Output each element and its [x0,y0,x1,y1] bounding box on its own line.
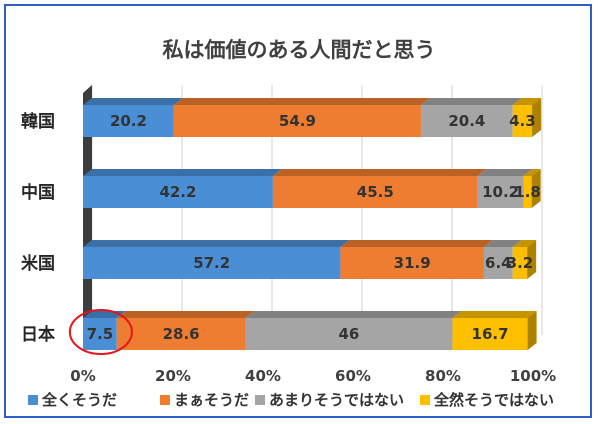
bar-segment [512,247,528,279]
category-label: 韓国 [21,111,55,132]
data-label: 42.2 [159,183,196,201]
data-label: 57.2 [193,254,230,272]
data-label: 45.5 [357,183,394,201]
x-tick-label: 100% [510,367,556,385]
bar-segment [83,318,117,350]
legend-swatch [28,395,38,405]
x-tick-label: 40% [245,367,281,385]
bar-side-face [532,98,542,137]
category-label: 日本 [21,324,55,345]
bar-segment [512,105,533,137]
bar-segment [83,176,273,208]
x-tick-label: 0% [70,367,95,385]
category-label: 中国 [21,182,55,203]
chart-title: 私は価値のある人間だと思う [163,38,436,62]
legend-swatch [255,395,265,405]
data-label: 46 [339,325,360,343]
bar-top-face [452,311,537,318]
data-label: 6.4 [485,254,512,272]
legend-label: まぁそうだ [174,391,249,409]
bar-segment [477,176,524,208]
bar-top-face [477,169,533,176]
bar-segment [173,105,421,137]
bar-top-face [272,169,487,176]
data-label: 28.6 [163,325,200,343]
bar-top-face [512,98,542,105]
data-label: 4.3 [509,112,536,130]
data-label: 16.7 [472,325,509,343]
bar-top-face [523,169,541,176]
data-label: 10.2 [482,183,519,201]
legend-label: 全然そうではない [433,391,554,409]
bar-segment [83,247,341,279]
highlight-circle [68,309,133,355]
data-label: 7.5 [87,325,114,343]
bar-segment [83,105,174,137]
bar-side-face [531,169,541,208]
bar-segment [116,318,246,350]
data-label: 20.2 [110,112,147,130]
bar-top-face [116,311,255,318]
data-label: 20.4 [448,112,485,130]
bar-top-face [83,169,282,176]
bar-top-face [483,240,522,247]
bar-top-face [83,240,350,247]
bar-side-face [527,311,537,350]
legend-swatch [420,395,430,405]
category-label: 米国 [21,253,55,274]
data-label: 1.8 [514,183,541,201]
legend-label: 全くそうだ [41,391,117,409]
x-tick-label: 80% [425,367,461,385]
bar-top-face [512,240,537,247]
bar-top-face [340,240,493,247]
data-label: 31.9 [394,254,431,272]
bar-top-face [245,311,462,318]
bar-segment [452,318,528,350]
bar-side-face [527,240,537,279]
plot-labels: 20.2 54.9 20.4 4.3 42.2 45.5 10.21.8 57.2 31.9 6.… [68,112,541,355]
bar-segment [340,247,484,279]
plot-bars [83,98,542,350]
bar-segment [420,105,513,137]
chart-legend: 全くそうだ まぁそうだ あまりそうではない 全然そうではない [28,391,554,409]
bar-segment [523,176,532,208]
bar-top-face [420,98,522,105]
bar-segment [483,247,513,279]
bar-top-face [173,98,430,105]
data-label: 3.2 [507,254,534,272]
data-label: 54.9 [279,112,316,130]
legend-swatch [160,395,170,405]
bar-top-face [83,98,183,105]
x-tick-label: 20% [155,367,191,385]
bar-segment [245,318,453,350]
x-tick-label: 60% [335,367,371,385]
legend-label: あまりそうではない [269,391,404,409]
bar-segment [272,176,478,208]
